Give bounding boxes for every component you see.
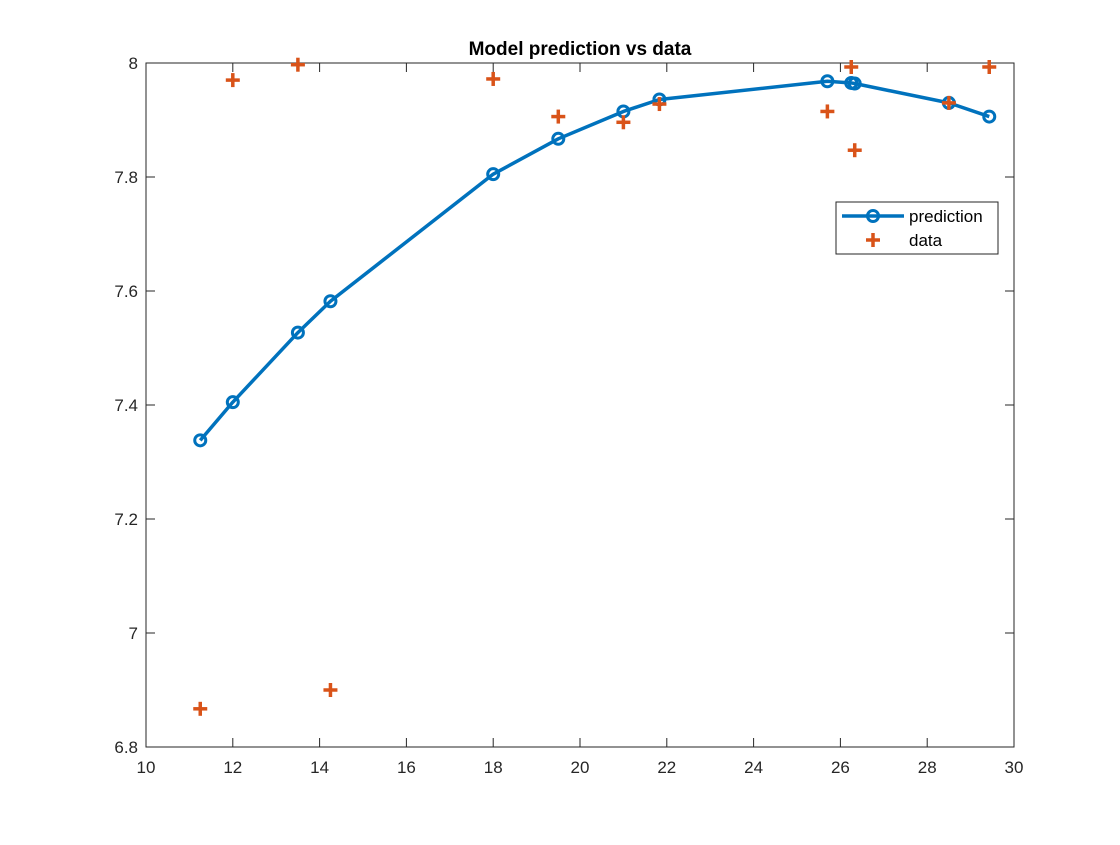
x-tick-label: 20 [571,758,590,777]
data-point [982,59,997,74]
data-point [941,95,956,110]
legend-data-label: data [909,231,943,250]
prediction-point [820,74,835,89]
series-line [198,79,990,442]
y-tick-label: 7.2 [114,510,138,529]
x-tick-label: 22 [657,758,676,777]
prediction-point [225,395,240,410]
legend-box [835,201,999,255]
legend-data-marker [866,233,880,247]
x-tick-label: 10 [137,758,156,777]
data-point [193,701,208,716]
y-tick-label: 7.8 [114,168,138,187]
x-tick-label: 16 [397,758,416,777]
x-tick-label: 14 [310,758,329,777]
prediction-point [486,167,501,182]
data-point [847,143,862,158]
x-tick-label: 28 [918,758,937,777]
legend-prediction-marker [866,209,880,223]
prediction-point [847,76,862,91]
data-point [616,115,631,130]
data-point [225,73,240,88]
legend: prediction data [835,201,999,255]
y-tick-label: 7.6 [114,282,138,301]
chart-title: Model prediction vs data [469,39,692,60]
prediction-point [982,109,997,124]
prediction-point [551,131,566,146]
data-point [551,109,566,124]
prediction-point [323,294,338,309]
data-point [652,97,667,112]
x-tick-label: 30 [1005,758,1024,777]
x-tick-label: 18 [484,758,503,777]
plot-frame [145,62,1015,748]
y-tick-label: 7.4 [114,396,138,415]
data-point [820,104,835,119]
y-tick-label: 6.8 [114,738,138,757]
x-tick-label: 26 [831,758,850,777]
data-point [844,59,859,74]
data-point [290,57,305,72]
data-point [323,683,338,697]
series-prediction [193,74,997,448]
x-tick-label: 24 [744,758,763,777]
prediction-point [290,325,305,340]
prediction-point [193,433,208,448]
legend-prediction-label: prediction [909,207,983,226]
plot-series [193,57,997,716]
data-point [486,71,501,86]
axis-ticks: 10 12 14 16 18 20 22 24 26 28 30 6.8 7 7.2 7.4 7.6 7.8 8 [114,54,1023,777]
y-tick-label: 7 [129,624,138,643]
y-tick-label: 8 [129,54,138,73]
x-tick-label: 12 [223,758,242,777]
series-data [193,57,997,716]
